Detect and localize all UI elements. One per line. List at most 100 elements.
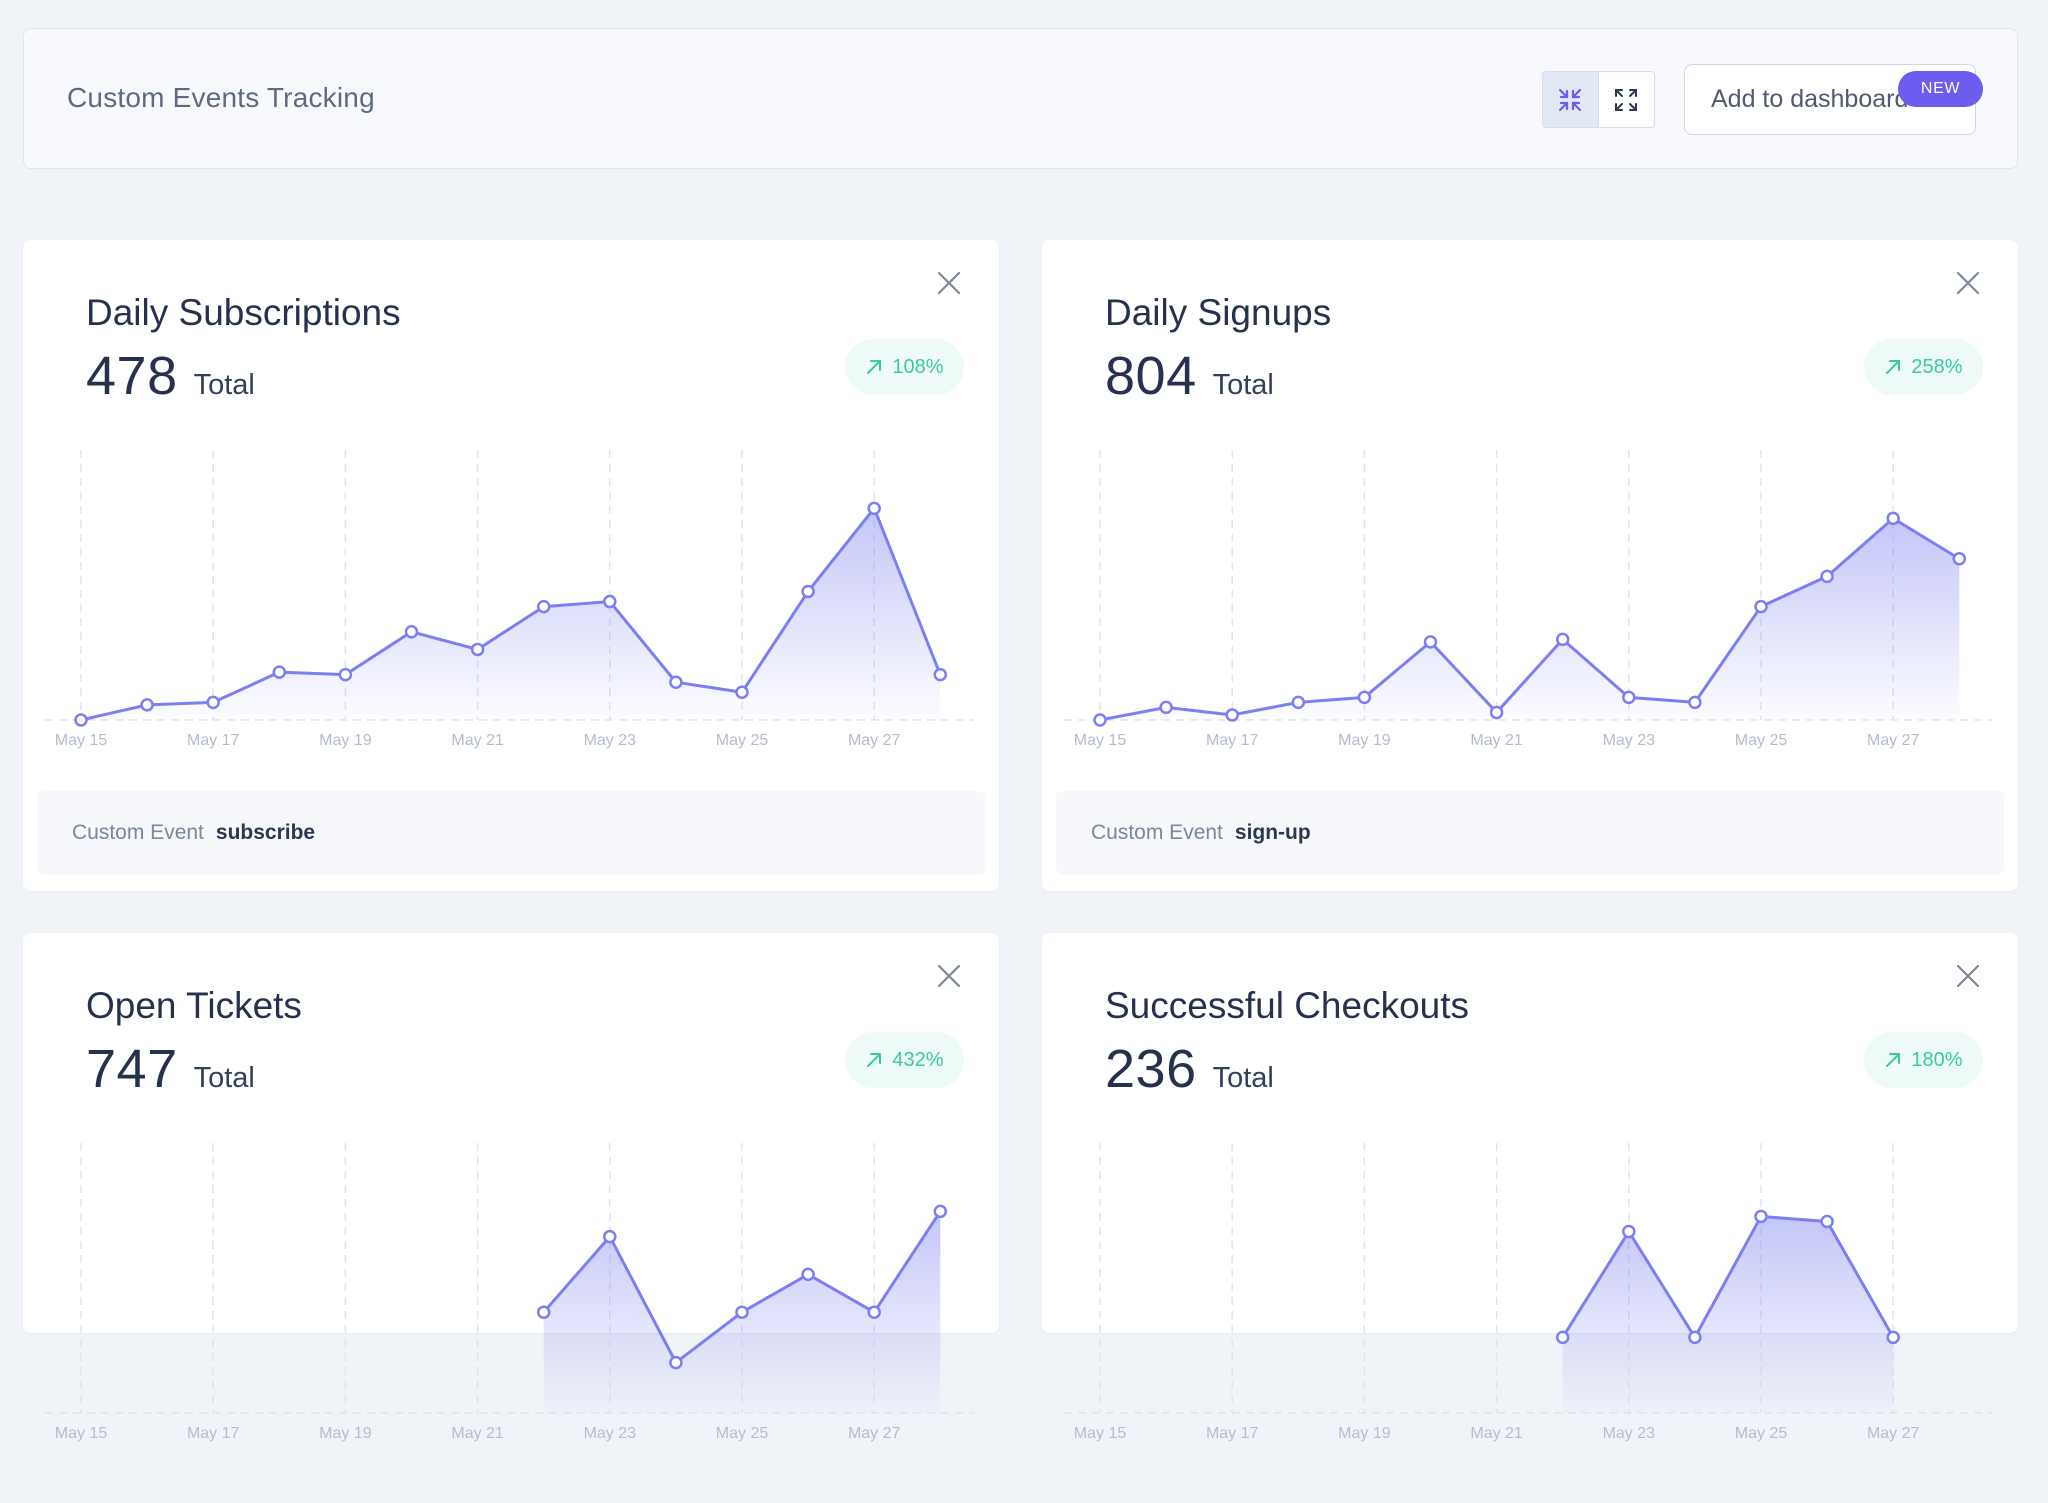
x-tick-label: May 17	[1206, 1425, 1259, 1442]
x-tick-label: May 23	[584, 1425, 637, 1442]
x-tick-label: May 25	[716, 1425, 769, 1442]
series-line	[1099, 516, 1961, 722]
data-point	[1555, 632, 1570, 647]
card-title: Daily Subscriptions	[86, 292, 401, 333]
total-value: 747	[86, 1039, 178, 1099]
chart: May 15 May 17 May 19 May 21 May 23 May 25 May …	[1042, 450, 2018, 810]
x-tick-label: May 17	[187, 732, 240, 749]
data-point	[272, 665, 287, 679]
x-tick-label: May 23	[584, 732, 637, 749]
data-point	[536, 599, 551, 614]
change-badge: 258%	[1864, 339, 1983, 395]
data-point	[1952, 551, 1967, 566]
x-tick-label: May 19	[1338, 1425, 1391, 1442]
page-header: Custom Events Tracking Add to dashboard …	[23, 28, 2018, 169]
custom-event-bar: Custom Event sign-up	[1056, 791, 2004, 875]
line-chart: May 15 May 17 May 19 May 21 May 23 May 25 May …	[45, 1143, 973, 1442]
data-point	[1688, 1330, 1702, 1345]
x-tick-label: May 15	[1074, 732, 1127, 749]
x-tick-label: May 21	[451, 1425, 504, 1442]
data-point	[1886, 1330, 1900, 1345]
data-point	[933, 1204, 948, 1219]
x-tick-label: May 19	[1338, 732, 1391, 749]
change-value: 108%	[892, 355, 944, 378]
data-point	[1159, 700, 1173, 715]
card-title: Open Tickets	[86, 985, 302, 1026]
collapse-icon	[1559, 88, 1582, 111]
close-icon[interactable]	[1955, 270, 1981, 296]
x-tick-label: May 23	[1603, 732, 1656, 749]
data-point	[1291, 695, 1306, 710]
x-tick-label: May 21	[1470, 1425, 1523, 1442]
area-fill	[81, 508, 941, 720]
data-point	[1688, 695, 1702, 710]
change-badge: 108%	[845, 339, 964, 395]
change-value: 180%	[1911, 1048, 1963, 1071]
new-badge: NEW	[1898, 71, 1983, 107]
change-value: 432%	[892, 1048, 944, 1071]
x-tick-label: May 15	[1074, 1425, 1127, 1442]
x-tick-label: May 17	[187, 1425, 240, 1442]
event-name: subscribe	[215, 821, 316, 844]
x-tick-label: May 27	[848, 1425, 901, 1442]
x-tick-label: May 17	[1206, 732, 1259, 749]
view-toggle	[1542, 71, 1655, 128]
total-label: Total	[1212, 1062, 1274, 1094]
total-value: 478	[86, 346, 178, 406]
card-total: 478 Total	[86, 345, 255, 407]
card-total: 747 Total	[86, 1038, 255, 1100]
card-title: Daily Signups	[1105, 292, 1332, 333]
x-tick-label: May 27	[848, 732, 901, 749]
data-point	[1225, 708, 1239, 722]
arrow-up-right-icon	[1886, 360, 1901, 374]
data-point	[603, 594, 617, 609]
data-point	[867, 1305, 881, 1319]
widget-card-successful-checkouts: Successful Checkouts 236 Total 180% May …	[1042, 933, 2018, 1442]
total-label: Total	[193, 1062, 255, 1094]
x-tick-label: May 15	[55, 732, 108, 749]
close-icon[interactable]	[936, 963, 962, 989]
line-chart: May 15 May 17 May 19 May 21 May 23 May 25 May …	[1064, 450, 1992, 749]
arrow-up-right-icon	[867, 360, 882, 374]
collapse-view-button[interactable]	[1543, 72, 1599, 127]
change-badge: 432%	[845, 1032, 964, 1088]
x-tick-label: May 27	[1867, 732, 1920, 749]
data-point	[669, 675, 683, 689]
data-point	[1357, 690, 1372, 705]
close-icon[interactable]	[936, 270, 962, 296]
data-point	[74, 713, 88, 727]
line-chart: May 15 May 17 May 19 May 21 May 23 May 25 May …	[45, 450, 973, 749]
x-tick-label: May 21	[1470, 732, 1523, 749]
expand-view-button[interactable]	[1599, 72, 1655, 127]
series-line	[1561, 1214, 1895, 1339]
data-point	[1820, 569, 1834, 584]
close-icon[interactable]	[1955, 963, 1981, 989]
x-tick-label: May 19	[319, 1425, 372, 1442]
change-badge: 180%	[1864, 1032, 1983, 1088]
data-point	[735, 685, 749, 700]
series-line	[80, 506, 942, 722]
chart: May 15 May 17 May 19 May 21 May 23 May 25 May …	[1042, 1143, 2018, 1503]
total-value: 804	[1105, 346, 1197, 406]
data-point	[1820, 1214, 1834, 1229]
data-point	[603, 1229, 617, 1244]
data-point	[1555, 1330, 1570, 1345]
add-to-dashboard-label: Add to dashboard	[1711, 85, 1909, 113]
data-point	[1886, 511, 1900, 526]
data-point	[801, 1267, 815, 1282]
x-tick-label: May 25	[1735, 1425, 1788, 1442]
data-point	[801, 584, 815, 599]
card-title: Successful Checkouts	[1105, 985, 1470, 1026]
arrow-up-right-icon	[867, 1053, 882, 1067]
data-point	[1489, 705, 1504, 720]
x-tick-label: May 15	[55, 1425, 108, 1442]
x-tick-label: May 25	[716, 732, 769, 749]
data-point	[338, 667, 353, 682]
data-point	[1622, 690, 1636, 705]
data-point	[536, 1305, 551, 1319]
data-point	[140, 698, 154, 712]
data-point	[867, 501, 881, 516]
area-fill	[1100, 518, 1960, 720]
x-tick-label: May 27	[1867, 1425, 1920, 1442]
data-point	[404, 625, 419, 639]
